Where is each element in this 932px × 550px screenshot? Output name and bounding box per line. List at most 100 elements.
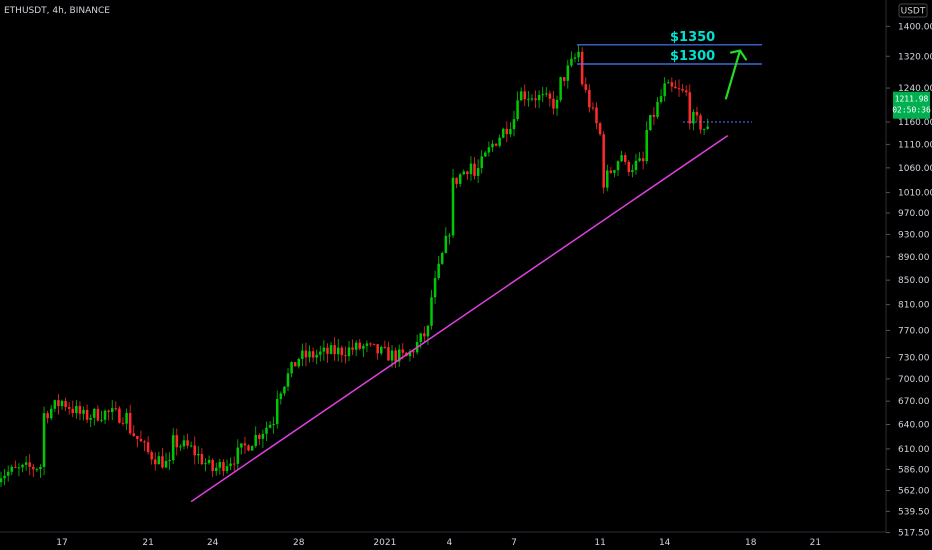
candle[interactable]	[437, 255, 440, 280]
candle[interactable]	[448, 233, 451, 245]
candle[interactable]	[32, 463, 35, 477]
candle[interactable]	[46, 410, 49, 424]
candle[interactable]	[645, 121, 648, 164]
candle[interactable]	[336, 338, 340, 362]
candle[interactable]	[157, 451, 161, 465]
candle[interactable]	[107, 409, 110, 421]
candle[interactable]	[649, 114, 652, 131]
candle[interactable]	[677, 79, 681, 97]
candle[interactable]	[541, 86, 544, 103]
candle[interactable]	[527, 90, 530, 107]
candle[interactable]	[168, 452, 171, 471]
candle[interactable]	[218, 458, 222, 475]
candle[interactable]	[100, 410, 103, 423]
candle[interactable]	[634, 153, 638, 175]
candle[interactable]	[89, 414, 92, 428]
candle[interactable]	[136, 435, 139, 448]
candle[interactable]	[143, 439, 146, 452]
candle[interactable]	[75, 400, 78, 419]
candle[interactable]	[688, 84, 692, 130]
candle[interactable]	[275, 390, 279, 429]
candle[interactable]	[250, 445, 254, 451]
candle[interactable]	[383, 340, 387, 349]
candle[interactable]	[225, 459, 229, 474]
candle[interactable]	[606, 164, 609, 192]
candle[interactable]	[458, 173, 462, 187]
candle[interactable]	[509, 122, 512, 138]
candle[interactable]	[588, 84, 591, 113]
candle[interactable]	[552, 91, 555, 115]
candle[interactable]	[308, 345, 311, 363]
up-arrow-annotation[interactable]	[724, 49, 748, 100]
candle[interactable]	[484, 150, 487, 158]
candle[interactable]	[17, 463, 21, 477]
candle[interactable]	[139, 430, 143, 442]
candle[interactable]	[236, 439, 240, 471]
candle[interactable]	[326, 343, 329, 363]
candle[interactable]	[595, 102, 598, 130]
candle[interactable]	[652, 107, 656, 126]
candle[interactable]	[566, 59, 570, 89]
candle[interactable]	[293, 362, 297, 367]
candle[interactable]	[584, 77, 588, 93]
candle[interactable]	[706, 118, 709, 130]
candle[interactable]	[466, 170, 469, 180]
candle[interactable]	[387, 341, 390, 361]
candle[interactable]	[519, 87, 523, 101]
candle[interactable]	[623, 152, 627, 165]
candle[interactable]	[545, 87, 548, 97]
candle[interactable]	[243, 436, 247, 454]
candle[interactable]	[6, 465, 10, 482]
candle[interactable]	[620, 150, 623, 163]
candle[interactable]	[602, 131, 605, 194]
candle[interactable]	[268, 421, 272, 429]
candle[interactable]	[110, 400, 114, 421]
candle[interactable]	[656, 96, 659, 120]
candle[interactable]	[24, 456, 28, 471]
candle[interactable]	[304, 342, 308, 367]
candle[interactable]	[365, 340, 369, 353]
candle[interactable]	[254, 426, 257, 448]
candle[interactable]	[211, 458, 214, 478]
candle[interactable]	[451, 169, 455, 238]
candle[interactable]	[641, 151, 645, 170]
candle[interactable]	[186, 433, 189, 449]
price-axis[interactable]: 1400.00 1320.00 1240.00 1160.00 1110.00 1060.…	[885, 0, 932, 539]
candle[interactable]	[207, 455, 211, 465]
candle[interactable]	[476, 159, 480, 184]
candle[interactable]	[362, 343, 365, 358]
candle[interactable]	[114, 401, 118, 412]
candle[interactable]	[204, 458, 207, 472]
candle[interactable]	[121, 417, 125, 426]
candle[interactable]	[670, 77, 674, 93]
candle[interactable]	[376, 344, 379, 360]
candle[interactable]	[573, 53, 577, 63]
candle[interactable]	[631, 164, 634, 178]
candle[interactable]	[214, 462, 218, 476]
candle[interactable]	[491, 140, 494, 152]
candle[interactable]	[146, 436, 150, 455]
currency-button[interactable]: USDT	[898, 3, 928, 18]
candle[interactable]	[577, 45, 580, 63]
candle[interactable]	[232, 456, 236, 472]
candle[interactable]	[516, 91, 519, 121]
candle[interactable]	[3, 468, 6, 486]
candle[interactable]	[179, 444, 182, 451]
candle[interactable]	[354, 340, 358, 357]
candle[interactable]	[430, 289, 433, 330]
candle[interactable]	[530, 94, 534, 102]
candle[interactable]	[189, 441, 193, 448]
candle[interactable]	[344, 346, 347, 364]
candle[interactable]	[21, 463, 24, 473]
time-axis[interactable]: 17 21 24 28 2021 4 7 11 14 18 21	[0, 531, 886, 548]
candle[interactable]	[562, 76, 566, 87]
candle[interactable]	[103, 409, 107, 425]
candle[interactable]	[49, 404, 53, 421]
candle[interactable]	[537, 90, 541, 109]
candle[interactable]	[469, 156, 473, 181]
candle[interactable]	[512, 110, 516, 137]
candle[interactable]	[200, 448, 204, 466]
candle[interactable]	[372, 343, 376, 346]
candle[interactable]	[440, 251, 444, 265]
